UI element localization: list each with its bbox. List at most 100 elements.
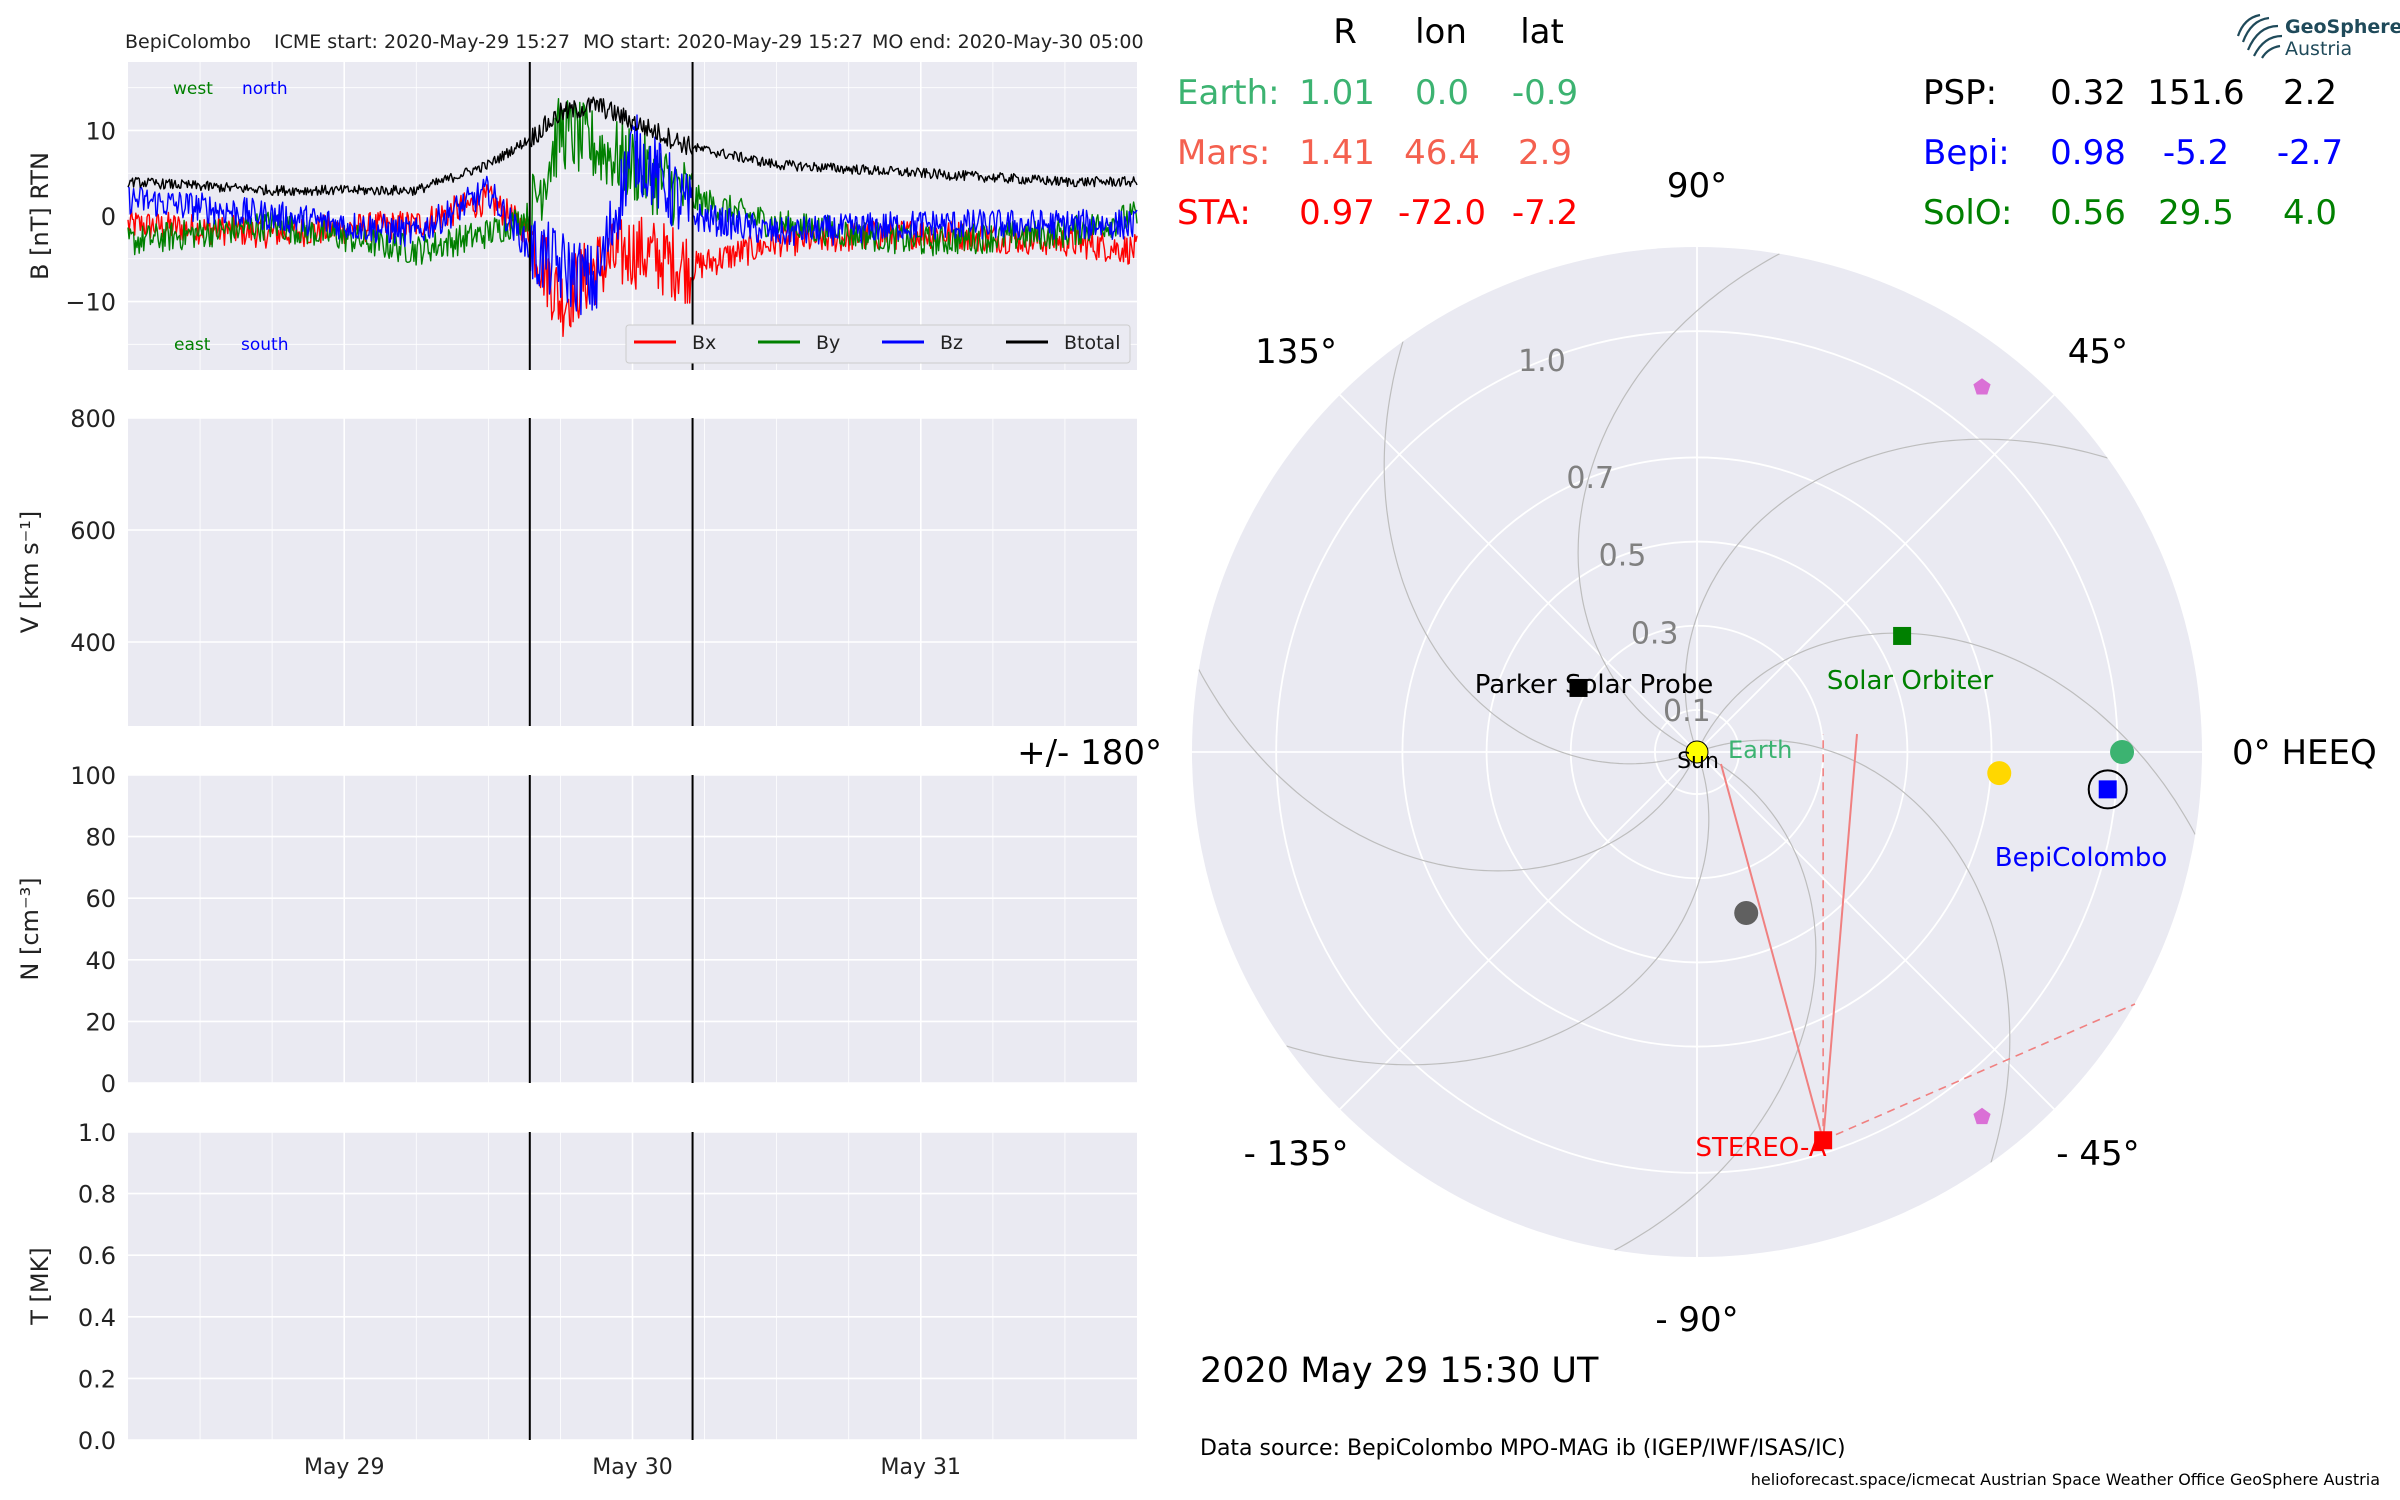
angle-tick-label: - 45° (2056, 1134, 2139, 1174)
table-row-lon: 29.5 (2158, 193, 2234, 233)
mercury-marker (1734, 900, 1759, 925)
timestamp: 2020 May 29 15:30 UT (1200, 1351, 1599, 1391)
ytick-label: 400 (70, 629, 116, 657)
table-row-name: Bepi: (1923, 133, 2010, 173)
xtick-label: May 29 (304, 1455, 384, 1480)
panel-n-markers (528, 775, 694, 1083)
panel-b-ytick-labels: 10 0 −10 (65, 117, 116, 316)
logo-line1: GeoSphere (2285, 16, 2400, 38)
stereo-a-marker (1814, 1131, 1833, 1150)
panel-n-grid (128, 774, 1137, 1084)
header-mo-end: MO end: 2020-May-30 05:00 (872, 31, 1144, 53)
column-header-lon: lon (1415, 12, 1467, 52)
angle-tick-label: 0° HEEQ (2232, 733, 2377, 773)
panel-t-grid (128, 1131, 1137, 1441)
radial-tick-label: 0.7 (1566, 461, 1614, 496)
ytick-label: 60 (85, 885, 116, 913)
legend-by-label: By (816, 332, 840, 354)
table-row-name: Mars: (1177, 133, 1270, 173)
bepicolombo-ring (2087, 769, 2128, 810)
annotation-east: east (174, 335, 211, 355)
positions-table: R lon lat Earth: 1.01 0.0 -0.9 Mars: 1.41 46.4… (1177, 12, 2343, 233)
radial-tick-label: 0.1 (1663, 694, 1711, 729)
sta-fov-line (1720, 763, 1825, 1141)
ytick-label: 0.6 (78, 1242, 116, 1270)
panel-b-markers (528, 62, 694, 370)
table-row-name: SolO: (1923, 193, 2012, 233)
geosphere-logo: GeoSphere Austria (2236, 13, 2400, 60)
ytick-label: 0.0 (78, 1427, 116, 1455)
radial-tick-label: 0.3 (1631, 616, 1679, 651)
header-icme-start: ICME start: 2020-May-29 15:27 (274, 31, 570, 53)
ytick-label: −10 (65, 289, 116, 317)
table-row-lon: 151.6 (2147, 73, 2244, 113)
timeseries-panels: 100−10 B [nT] RTN west north east south … (16, 62, 1138, 1480)
panel-t: 1.0 0.8 0.6 0.4 0.2 0.0 May 29 May 30 May 31 T … (26, 1119, 1137, 1480)
table-row-lat: 4.0 (2283, 193, 2337, 233)
angular-grid-line (1696, 751, 2055, 1110)
radial-tick-label: 0.5 (1599, 539, 1647, 574)
sta-fov-line (1822, 733, 1858, 1141)
table-row-lat: 2.9 (1518, 133, 1572, 173)
parker-spiral-line (1286, 759, 1710, 1066)
polar-angle-labels: 0° HEEQ 45° 90° 135° +/- 180° - 135° - 90° - 45… (1017, 166, 2377, 1340)
polar-grid (1192, 247, 2202, 1257)
label-solar-orbiter: Solar Orbiter (1827, 666, 1994, 696)
table-row-lon: -72.0 (1398, 193, 1486, 233)
table-row-lon: -5.2 (2163, 133, 2229, 173)
parker-spiral-line (1700, 632, 2196, 835)
table-row-r: 1.01 (1299, 73, 1375, 113)
panel-n: 100 80 60 40 20 0 N [cm⁻³] (16, 762, 1137, 1098)
table-row-r: 1.41 (1299, 133, 1375, 173)
table-row-lat: -0.9 (1512, 73, 1578, 113)
legend-bz-label: Bz (940, 332, 963, 354)
venus-marker (1987, 761, 2012, 786)
table-row-r: 0.97 (1299, 193, 1375, 233)
bepicolombo-marker (2098, 780, 2117, 799)
polar-plot: 1.0 0.7 0.5 0.3 0.1 0° HEEQ 45° 90° 135° +/- 180… (1017, 166, 2377, 1340)
table-row-r: 0.32 (2050, 73, 2126, 113)
logo-line2: Austria (2285, 38, 2352, 60)
sun-marker (1685, 740, 1709, 764)
angle-tick-label: - 90° (1655, 1300, 1738, 1340)
ytick-label: 0.2 (78, 1365, 116, 1393)
legend-bx-label: Bx (692, 332, 716, 354)
ytick-label: 0 (101, 1070, 116, 1098)
table-right-rows: PSP: 0.32 151.6 2.2 Bepi: 0.98 -5.2 -2.7 SolO: 0.… (1923, 73, 2343, 233)
table-row-lon: 0.0 (1415, 73, 1469, 113)
panel-n-ytick-labels: 100 80 60 40 20 0 (70, 762, 116, 1098)
ytick-label: 0.8 (78, 1181, 116, 1209)
table-row-r: 0.98 (2050, 133, 2126, 173)
ytick-label: 0.4 (78, 1304, 116, 1332)
table-row-r: 0.56 (2050, 193, 2126, 233)
sta-dashed-line (1822, 1003, 2136, 1141)
footer-credits: helioforecast.space/icmecat Austrian Spa… (1751, 1470, 2380, 1489)
ytick-label: 80 (85, 824, 116, 852)
radial-tick-label: 1.0 (1518, 344, 1566, 379)
pentagon-2-marker (1973, 1107, 1991, 1125)
ytick-label: 40 (85, 947, 116, 975)
stereo-a-view-lines (1720, 733, 2136, 1141)
table-row-lat: -7.2 (1512, 193, 1578, 233)
panel-v-ytick-labels: 800 600 400 (70, 405, 116, 657)
parker-spiral-line (1704, 739, 2011, 1163)
header-spacecraft: BepiColombo (125, 31, 251, 53)
angular-grid-line (1339, 751, 1698, 1110)
label-bepicolombo: BepiColombo (1995, 843, 2168, 873)
panel-t-ylabel: T [MK] (26, 1247, 54, 1325)
table-left-rows: Earth: 1.01 0.0 -0.9 Mars: 1.41 46.4 2.9 STA: 0.9… (1177, 73, 1578, 233)
parker-spiral-line (1614, 755, 1817, 1251)
solar-orbiter-marker (1893, 626, 1912, 645)
header-mo-start: MO start: 2020-May-29 15:27 (583, 31, 863, 53)
polar-radial-labels: 1.0 0.7 0.5 0.3 0.1 (1518, 344, 1711, 729)
legend-btotal-label: Btotal (1064, 332, 1120, 354)
column-header-r: R (1333, 12, 1357, 52)
column-header-lat: lat (1520, 12, 1564, 52)
parker-spiral-line (1684, 438, 2108, 745)
parker-solar-probe-marker (1569, 678, 1588, 697)
annotation-north: north (242, 79, 288, 99)
ytick-label: 20 (85, 1008, 116, 1036)
label-stereo-a: STEREO-A (1695, 1133, 1826, 1163)
label-earth: Earth (1728, 736, 1792, 764)
